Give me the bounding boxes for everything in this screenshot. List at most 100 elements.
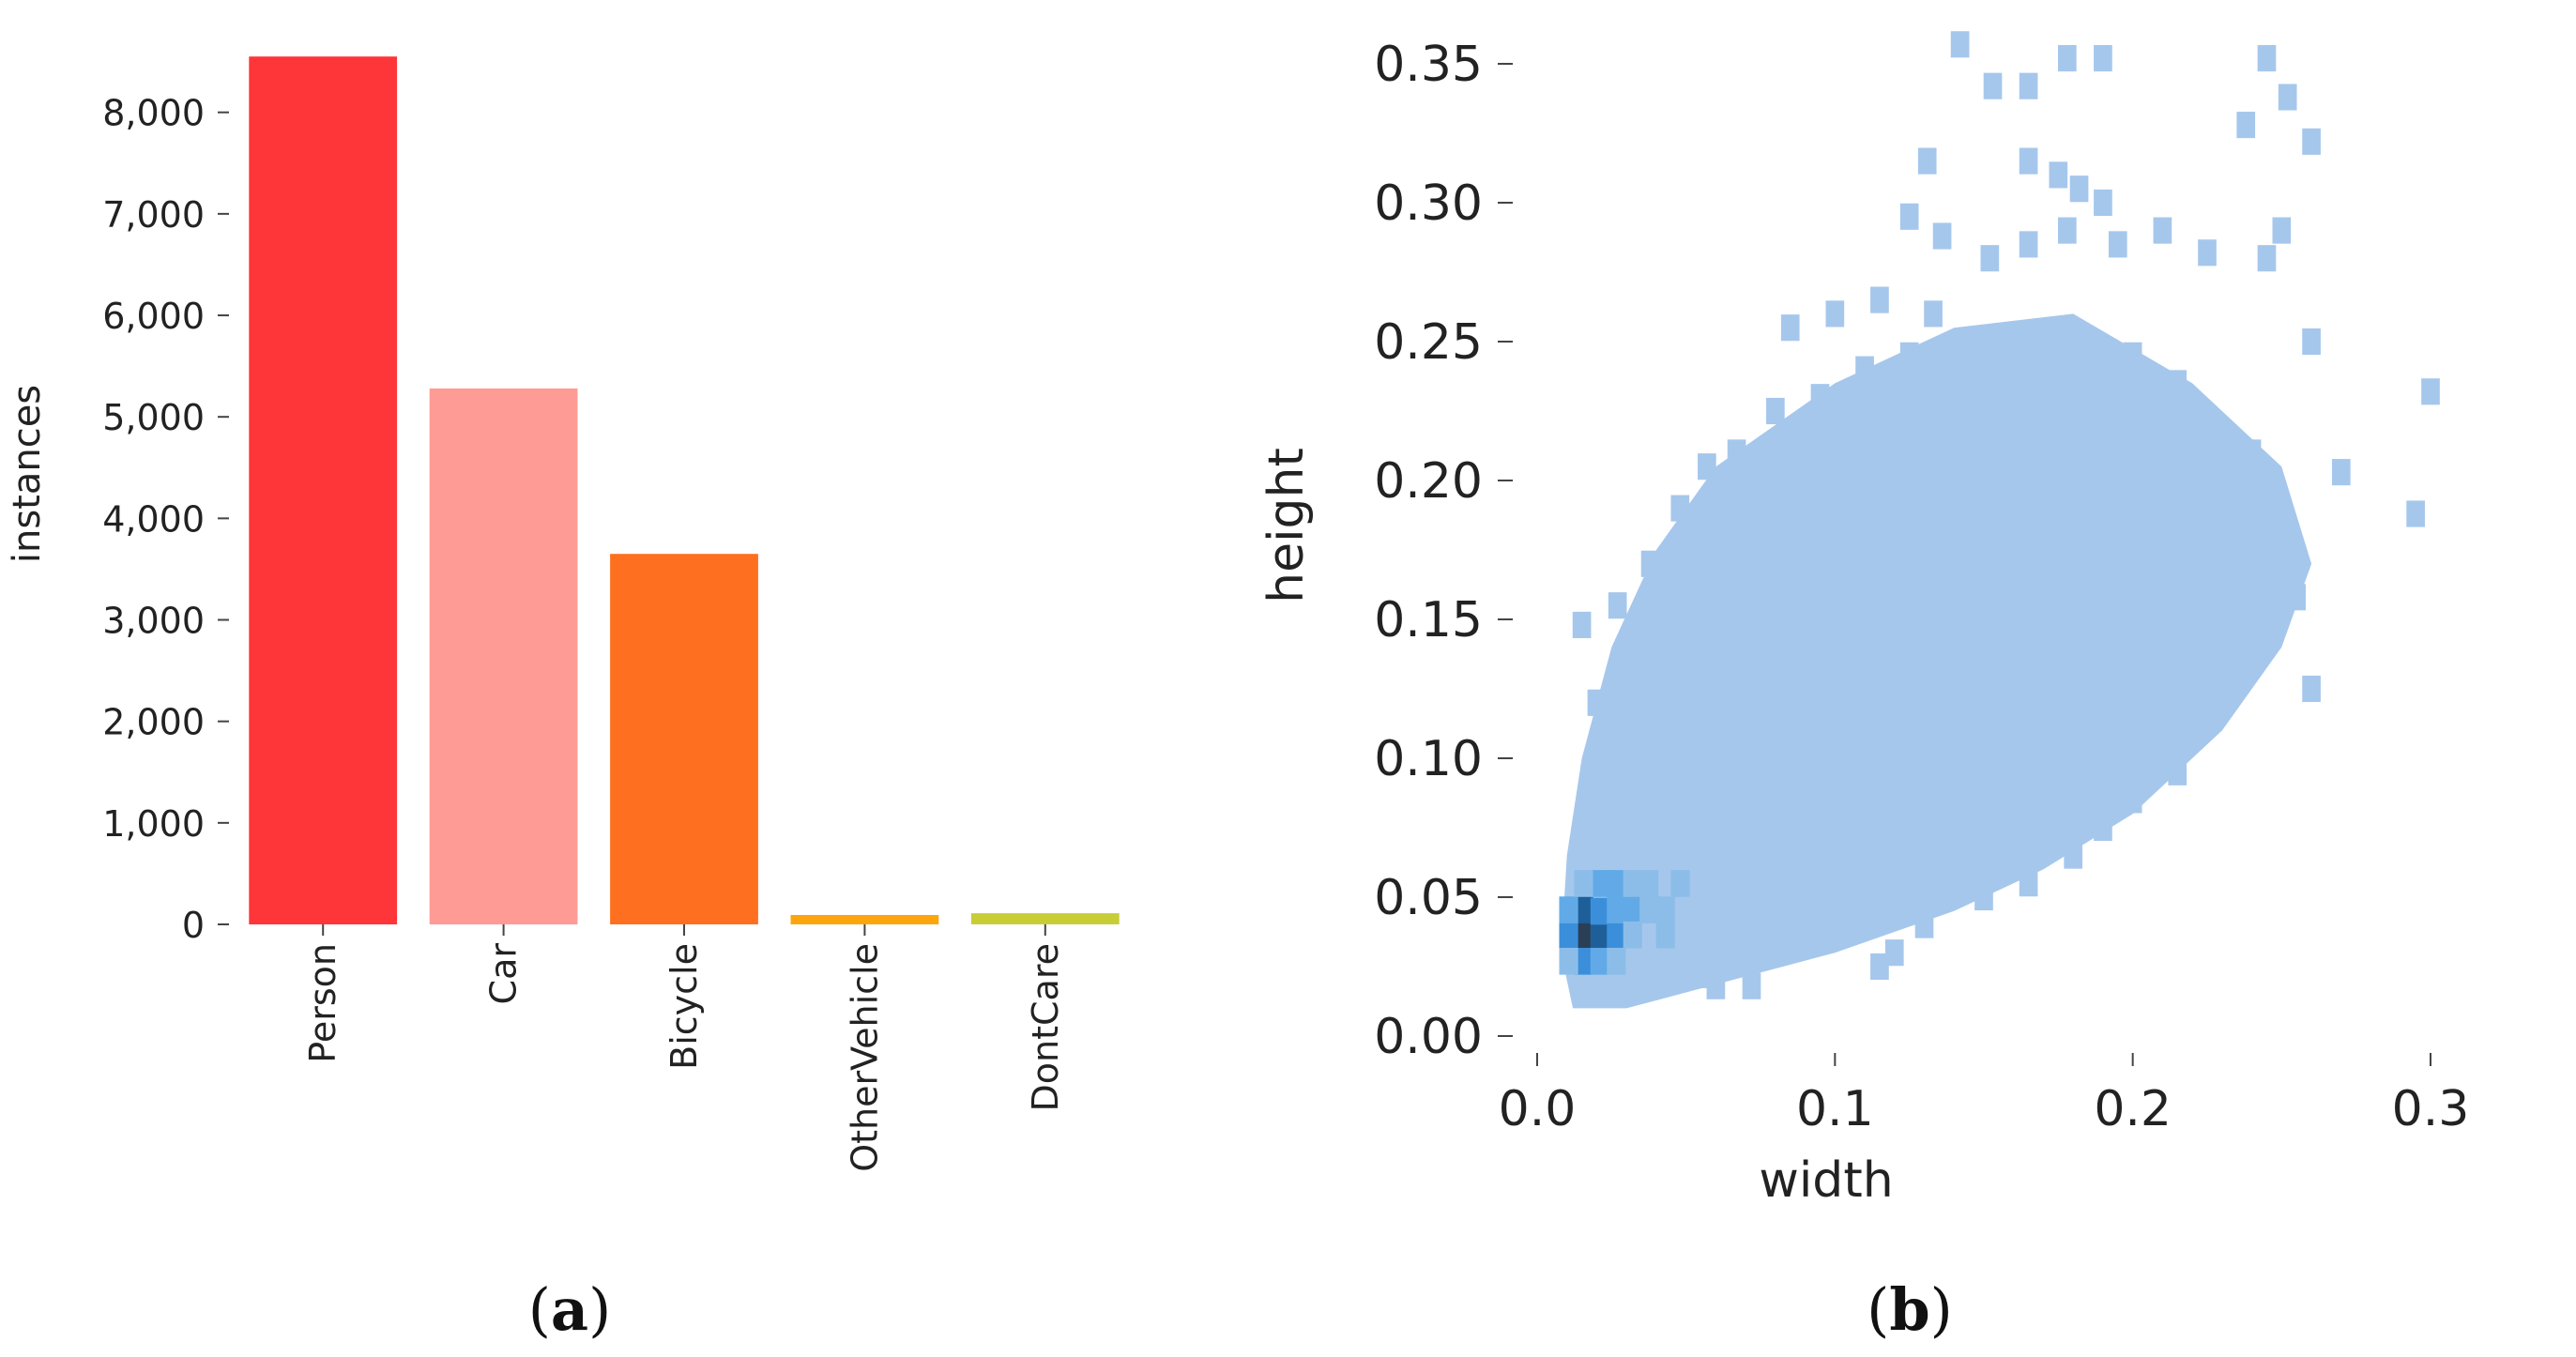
- outlier-cell: [2198, 239, 2217, 267]
- y-tick-label: 1,000: [102, 803, 205, 845]
- outlier-cell: [2019, 72, 2038, 99]
- density-cell: [2227, 633, 2247, 661]
- y-tick-label: 2,000: [102, 702, 205, 743]
- density-cell: [2242, 439, 2262, 466]
- outlier-cell: [2302, 675, 2321, 703]
- y-tick-label: 0.00: [1374, 1009, 1483, 1065]
- outlier-cell: [1932, 222, 1952, 250]
- x-tick-label: OtherVehicle: [844, 943, 885, 1172]
- outlier-cell: [2287, 584, 2307, 611]
- density-cell: [2198, 411, 2217, 438]
- y-tick-label: 8,000: [102, 93, 205, 134]
- density-cell: [1625, 662, 1645, 689]
- x-tick-label: Bicycle: [663, 943, 705, 1070]
- outlier-cell: [1950, 31, 1970, 58]
- density-cell: [1587, 689, 1607, 716]
- outlier-cell: [2094, 45, 2112, 72]
- density-cell-core: [1574, 896, 1593, 923]
- outlier-cell: [2272, 217, 2292, 244]
- x-axis-label: width: [1759, 1152, 1893, 1209]
- density-cell: [1691, 961, 1711, 988]
- density-cell: [2183, 689, 2202, 716]
- outlier-cell: [2019, 147, 2038, 175]
- density-cell-core: [1590, 948, 1609, 975]
- density-cell: [1974, 883, 1993, 911]
- outlier-cell: [2108, 417, 2127, 444]
- y-tick-label: 0.30: [1374, 175, 1483, 232]
- density-cell-core: [1559, 948, 1578, 975]
- density-cell: [1766, 397, 1785, 425]
- density-cell: [1727, 439, 1746, 466]
- density-cell: [2168, 758, 2187, 785]
- outlier-cell: [1983, 72, 2003, 99]
- chart-a-bar: 0 1,000 2,000 3,000 4,000 5,000 6,000 7,000 8,00…: [6, 56, 1120, 1344]
- x-tick-label: 0.3: [2392, 1081, 2470, 1137]
- outlier-cell: [2406, 500, 2425, 527]
- outlier-cell: [2138, 397, 2157, 425]
- outlier-cell: [1917, 147, 1937, 175]
- density-cell-core: [1623, 921, 1642, 949]
- chart-b-heatmap: 0.000.050.100.150.200.250.300.35 0.0 0.1 0…: [1258, 31, 2470, 1344]
- y-axis-label: height: [1258, 448, 1315, 603]
- x-tick-label: 0.1: [1796, 1081, 1874, 1137]
- bar-othervehicle: [790, 915, 939, 924]
- density-cell-core: [1590, 870, 1609, 897]
- outlier-cell: [2153, 217, 2172, 244]
- density-cell-core: [1655, 896, 1675, 923]
- density-cell-core: [1574, 870, 1593, 897]
- x-axis: 0.0 0.1 0.2 0.3: [1499, 1053, 2470, 1137]
- panel-letter: b: [1889, 1275, 1929, 1344]
- y-tick-label: 0.10: [1374, 731, 1483, 787]
- outlier-cell: [2278, 84, 2297, 111]
- density-cell-core: [1590, 897, 1609, 925]
- panel-label-close: ): [588, 1275, 611, 1344]
- y-tick-label: 5,000: [102, 397, 205, 438]
- density-cell: [2064, 842, 2083, 869]
- density-cell: [1899, 342, 1919, 369]
- y-tick-label: 0.35: [1374, 37, 1483, 93]
- outlier-cell: [2302, 128, 2321, 155]
- density-cell-core: [1670, 870, 1690, 897]
- density-cell-core: [1574, 948, 1593, 975]
- panel-label-a: (a): [528, 1275, 612, 1344]
- x-tick-label: 0.0: [1499, 1081, 1577, 1137]
- outlier-cell: [2242, 523, 2262, 550]
- bar-dontcare: [970, 913, 1120, 924]
- density-cell-core: [1639, 896, 1659, 923]
- y-tick-label: 3,000: [102, 601, 205, 642]
- bar-car: [429, 388, 578, 924]
- outlier-cell: [2227, 480, 2247, 508]
- outlier-cell: [2331, 459, 2351, 486]
- y-tick-label: 7,000: [102, 194, 205, 236]
- y-tick-label: 0: [182, 905, 205, 946]
- outlier-cell: [1825, 300, 1845, 328]
- panel-label-open: (: [528, 1275, 551, 1344]
- y-axis-label: instances: [6, 385, 49, 563]
- density-cell: [2123, 786, 2142, 814]
- y-tick-label: 6,000: [102, 296, 205, 337]
- density-cell-core: [1607, 896, 1626, 923]
- panel-label-close: ): [1930, 1275, 1953, 1344]
- outlier-cell: [2058, 45, 2077, 72]
- density-cell: [2168, 370, 2187, 397]
- density-cell: [1870, 953, 1889, 981]
- density-cell: [2019, 870, 2038, 897]
- density-cell: [1698, 453, 1716, 480]
- density-cells: [1559, 31, 2440, 1009]
- bar-person: [249, 56, 398, 925]
- outlier-cell: [2236, 112, 2256, 139]
- bar-bicycle: [610, 554, 758, 924]
- density-cell: [2094, 814, 2112, 842]
- density-cell: [1855, 356, 1874, 383]
- outlier-cell: [1870, 286, 1889, 313]
- density-cell: [1706, 972, 1726, 999]
- outlier-cell: [2049, 161, 2068, 189]
- density-cell-core: [1639, 870, 1659, 897]
- outlier-cell: [2108, 231, 2127, 258]
- y-tick-label: 0.15: [1374, 592, 1483, 648]
- density-cell-core: [1559, 921, 1578, 949]
- density-cell: [1914, 911, 1934, 938]
- panel-label-open: (: [1867, 1275, 1889, 1344]
- density-cell-core: [1590, 921, 1609, 949]
